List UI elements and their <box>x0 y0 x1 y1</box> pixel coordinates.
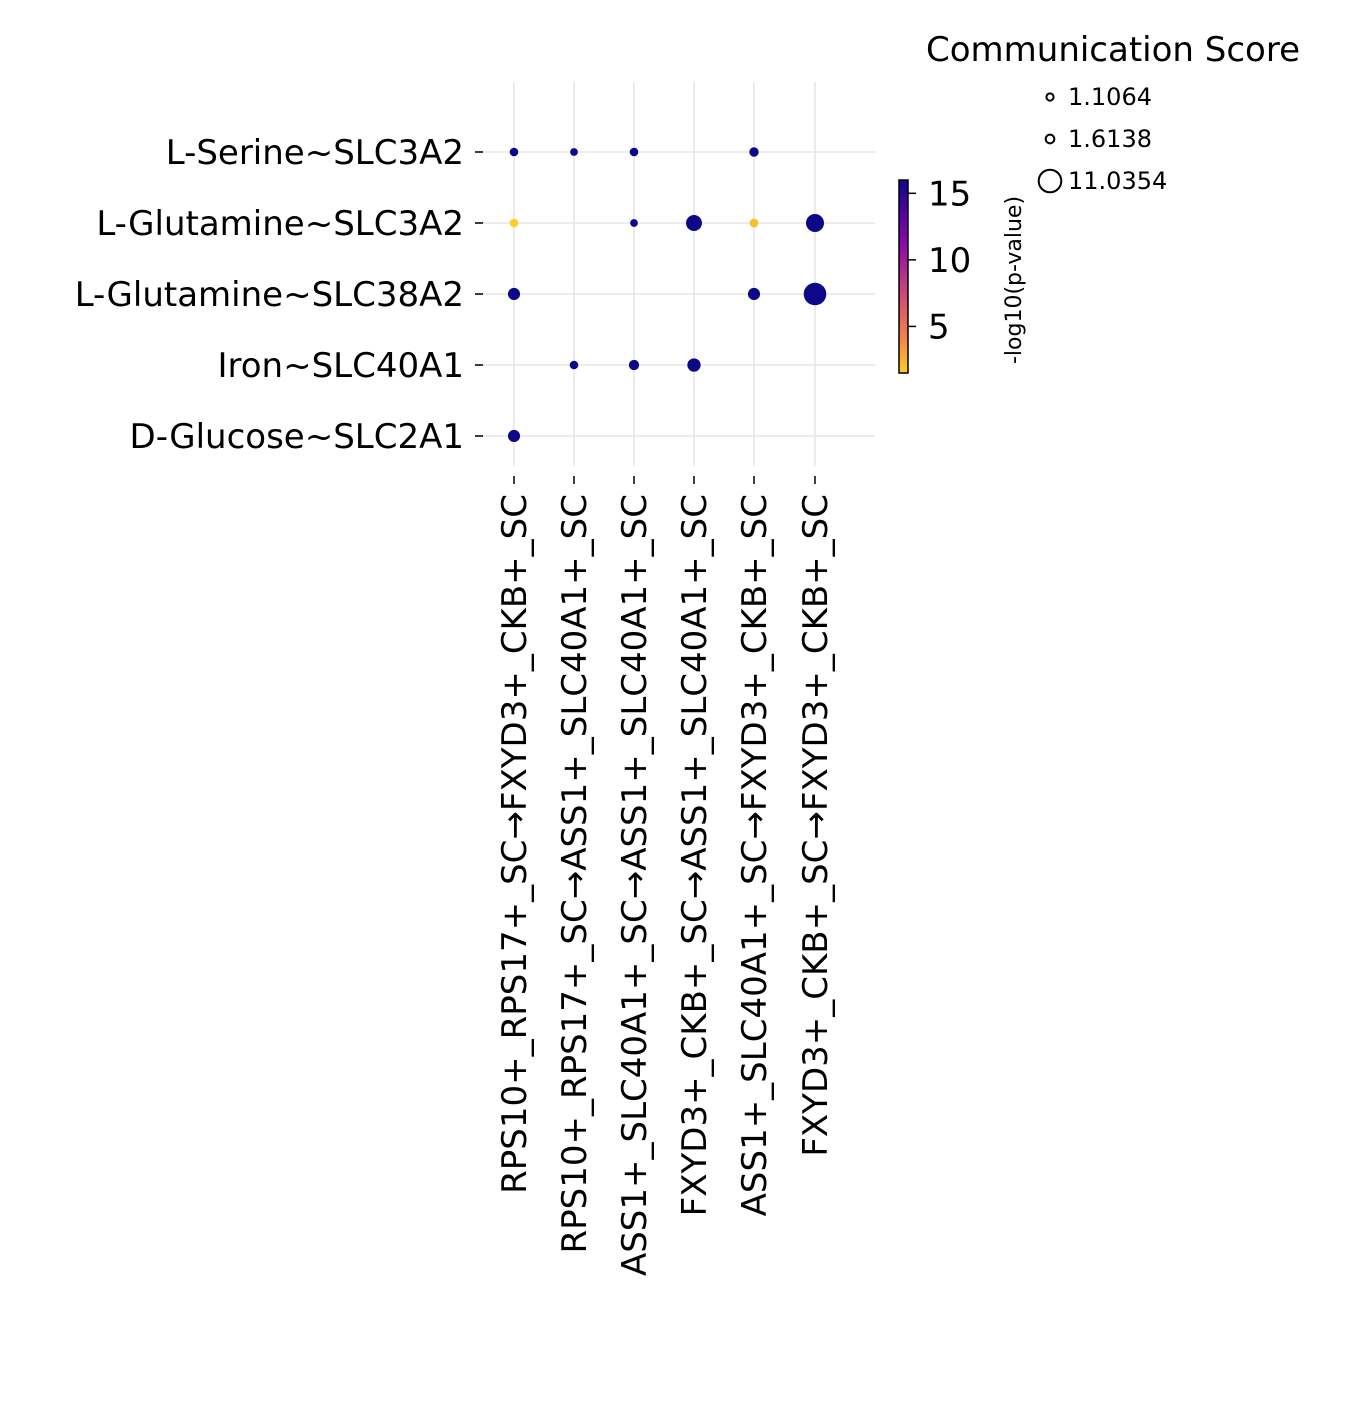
data-point <box>749 218 759 228</box>
x-tick-label: FXYD3+_CKB+_SC→ASS1+_SLC40A1+_SC <box>675 494 715 1216</box>
data-point <box>509 218 519 228</box>
data-point <box>507 287 521 301</box>
data-point <box>803 282 827 306</box>
data-point <box>806 214 824 232</box>
data-point <box>628 359 640 371</box>
y-axis-ticks: L-Serine~SLC3A2 L-Glutamine~SLC3A2 L-Gluta… <box>75 133 483 457</box>
x-tick-label: FXYD3+_CKB+_SC→FXYD3+_CKB+_SC <box>796 494 836 1157</box>
y-tick-label: Iron~SLC40A1 <box>217 346 464 386</box>
y-tick-label: L-Glutamine~SLC3A2 <box>96 204 464 244</box>
data-point <box>569 360 579 370</box>
colorbar-tick-label: 15 <box>928 174 971 214</box>
size-legend-marker <box>1037 168 1063 194</box>
data-point <box>686 215 702 231</box>
data-point <box>629 147 639 157</box>
size-legend-marker <box>1045 92 1055 102</box>
x-tick-label: ASS1+_SLC40A1+_SC→FXYD3+_CKB+_SC <box>735 494 775 1216</box>
y-tick-label: D-Glucose~SLC2A1 <box>130 417 464 457</box>
colorbar-tick-label: 5 <box>928 307 950 347</box>
gridlines <box>475 82 875 466</box>
data-point <box>509 147 519 157</box>
x-tick-label: RPS10+_RPS17+_SC→ASS1+_SLC40A1+_SC <box>555 494 595 1254</box>
x-tick-label: ASS1+_SLC40A1+_SC→ASS1+_SLC40A1+_SC <box>615 494 655 1276</box>
colorbar-tick-label: 10 <box>928 241 971 281</box>
size-legend-label: 1.6138 <box>1068 125 1152 153</box>
data-points <box>507 147 827 443</box>
colorbar-gradient <box>898 179 909 374</box>
data-point <box>630 219 638 227</box>
x-tick-label: RPS10+_RPS17+_SC→FXYD3+_CKB+_SC <box>495 494 535 1194</box>
size-legend-label: 1.1064 <box>1068 83 1152 111</box>
x-axis-ticks: RPS10+_RPS17+_SC→FXYD3+_CKB+_SC RPS10+_RP… <box>495 476 836 1276</box>
colorbar: -log10(p-value) 5 10 15 <box>898 174 1027 374</box>
size-legend: Communication Score 1.1064 1.6138 11.0354 <box>926 30 1300 195</box>
size-legend-label: 11.0354 <box>1068 167 1167 195</box>
y-tick-label: L-Serine~SLC3A2 <box>166 133 464 173</box>
y-tick-label: L-Glutamine~SLC38A2 <box>75 275 464 315</box>
data-point <box>507 429 521 443</box>
data-point <box>570 148 578 156</box>
data-point <box>747 287 761 301</box>
data-point <box>687 358 701 372</box>
size-legend-title: Communication Score <box>926 30 1300 70</box>
colorbar-label: -log10(p-value) <box>1002 196 1027 364</box>
size-legend-marker <box>1044 133 1056 145</box>
data-point <box>749 147 759 157</box>
